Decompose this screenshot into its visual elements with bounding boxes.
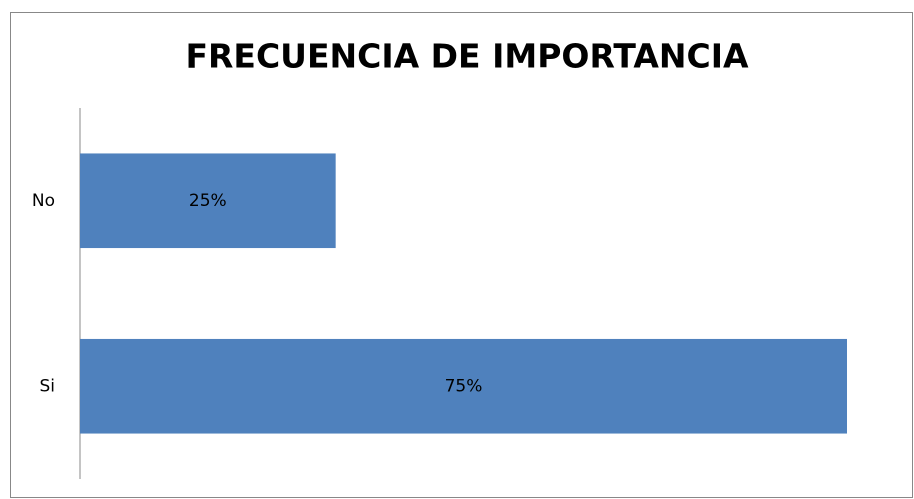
y-tick-label: Si [39,376,55,396]
bar [80,153,336,249]
data-label: 75% [445,376,483,396]
bar [80,338,847,434]
y-tick-label: No [32,191,55,211]
data-label: 25% [189,191,227,211]
chart-title: FRECUENCIA DE IMPORTANCIA [185,37,749,76]
